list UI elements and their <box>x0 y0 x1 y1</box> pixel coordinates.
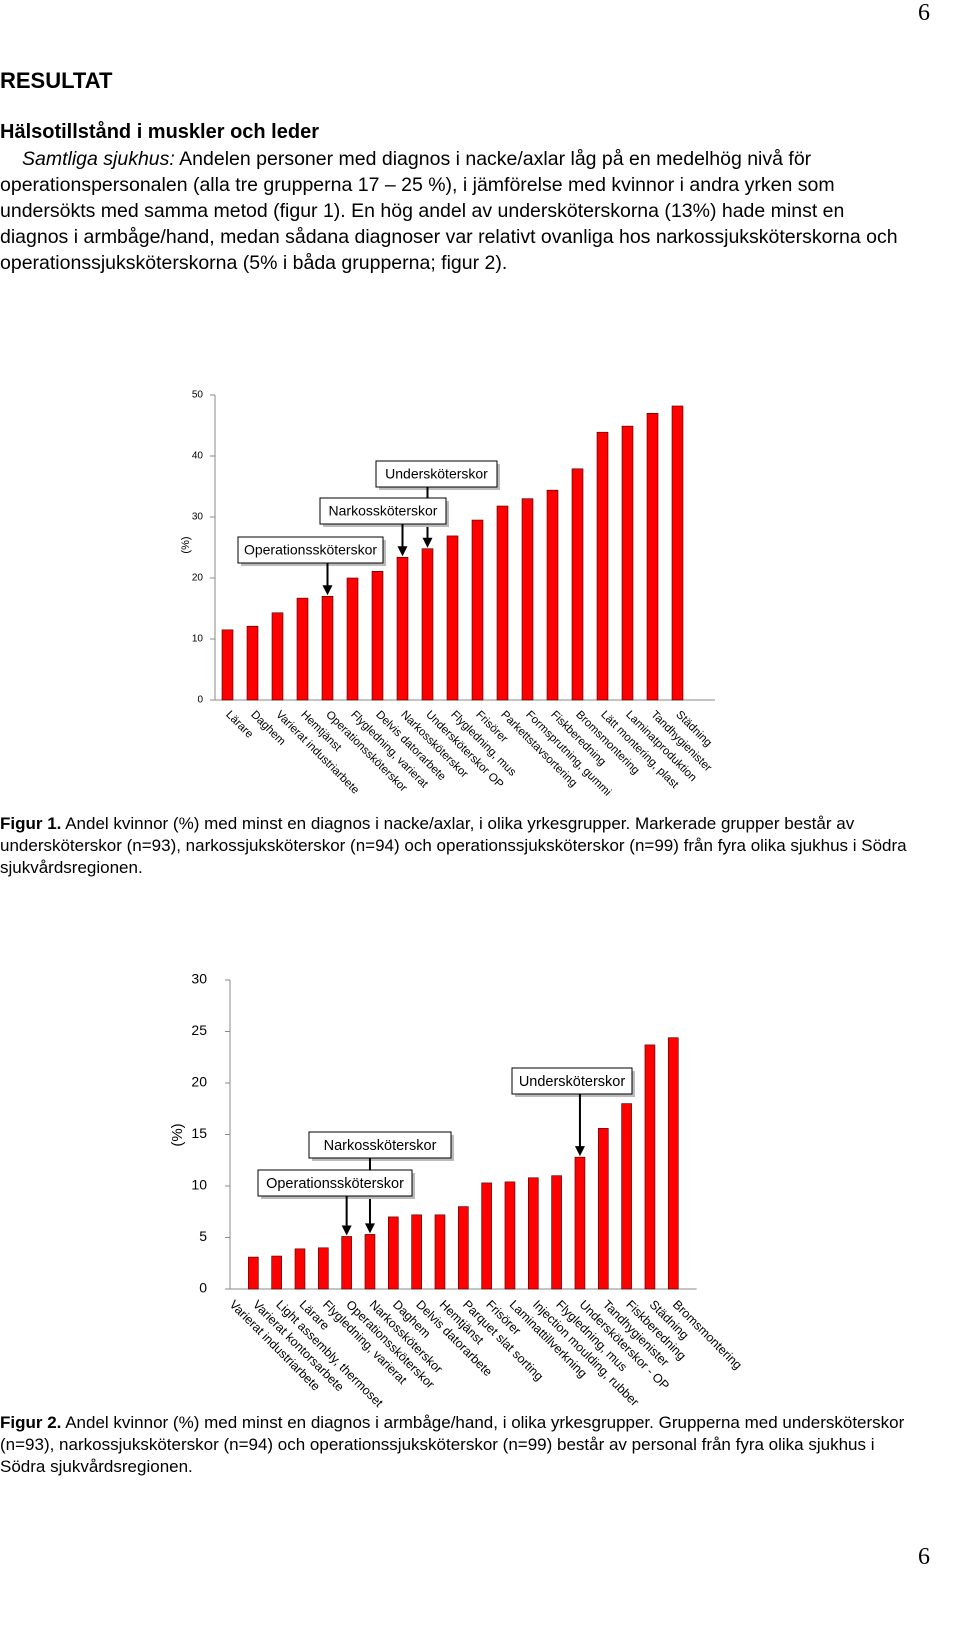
annotation-box <box>257 1169 413 1197</box>
y-tick-label: 0 <box>197 695 203 706</box>
bar <box>496 505 509 701</box>
bar <box>364 1234 376 1290</box>
bar <box>481 1182 492 1290</box>
bar <box>221 629 234 701</box>
y-tick-label: 30 <box>191 971 207 987</box>
y-tick-label: 10 <box>191 1177 207 1193</box>
bar <box>671 405 684 701</box>
bar <box>597 1128 609 1290</box>
bar <box>396 556 409 701</box>
bar <box>504 1181 516 1290</box>
bar <box>248 1256 259 1290</box>
y-tick-label: 25 <box>191 1022 207 1038</box>
x-tick-label: Lärare <box>223 709 255 741</box>
bar <box>371 570 384 701</box>
bar <box>621 425 634 701</box>
page-number: 6 <box>918 0 930 26</box>
arrow-head <box>341 1225 352 1236</box>
annotation-box <box>237 536 384 564</box>
bar <box>471 519 484 701</box>
bar <box>646 412 659 701</box>
subheading: Hälsotillstånd i muskler och leder <box>0 121 319 143</box>
caption-label: Figur 1. <box>0 814 62 833</box>
bar <box>457 1206 469 1290</box>
bar <box>621 1103 632 1290</box>
annotation: Operationssköterskor <box>266 1176 404 1192</box>
bar <box>271 612 284 701</box>
caption: Figur 1. Andel kvinnor (%) med minst en … <box>0 813 915 879</box>
caption-text: Andel kvinnor (%) med minst en diagnos i… <box>0 1413 905 1476</box>
annotation: Undersköterskor <box>519 1074 626 1090</box>
y-tick-label: 30 <box>192 512 204 523</box>
bar <box>296 597 309 701</box>
annotation: Narkossköterskor <box>329 503 438 519</box>
arrow-head <box>397 546 408 557</box>
paragraph: Samtliga sjukhus: Andelen personer med d… <box>0 146 915 276</box>
bar <box>446 535 459 701</box>
bar <box>411 1214 422 1290</box>
y-tick-label: 40 <box>192 451 204 462</box>
bar <box>294 1248 306 1290</box>
y-tick-label: 15 <box>191 1125 207 1141</box>
bar <box>341 1236 352 1290</box>
annotation: Operationssköterskor <box>244 542 377 558</box>
bar <box>421 548 434 701</box>
arrow-head <box>322 585 333 596</box>
annotation-box <box>375 460 498 488</box>
bar <box>596 431 609 701</box>
y-tick-label: 50 <box>192 390 204 401</box>
annotation-box <box>511 1067 633 1095</box>
annotation: Narkossköterskor <box>324 1138 437 1154</box>
arrow-head <box>364 1223 375 1234</box>
annotation: Undersköterskor <box>385 466 488 482</box>
bar <box>527 1177 539 1290</box>
bar <box>388 1216 399 1290</box>
bar <box>574 1156 586 1290</box>
annotation-box <box>319 497 447 525</box>
y-axis-label: (%) <box>169 1123 186 1146</box>
bar <box>321 595 334 701</box>
bar <box>571 468 584 701</box>
y-axis-label: (%) <box>180 536 192 553</box>
bar <box>551 1175 562 1290</box>
bar <box>644 1044 656 1290</box>
y-tick-label: 20 <box>191 1074 207 1090</box>
paragraph-text: Andelen personer med diagnos i nacke/axl… <box>0 148 898 274</box>
bar <box>434 1214 446 1290</box>
caption-text: Andel kvinnor (%) med minst en diagnos i… <box>0 814 907 877</box>
caption-label: Figur 2. <box>0 1413 62 1432</box>
arrow-head <box>574 1146 585 1157</box>
annotation-box <box>308 1131 452 1159</box>
bar <box>246 625 259 701</box>
bar <box>521 498 534 701</box>
lead: Samtliga sjukhus: <box>22 148 175 170</box>
bar <box>546 489 559 701</box>
y-tick-label: 0 <box>199 1280 207 1296</box>
bar <box>271 1255 282 1290</box>
caption: Figur 2. Andel kvinnor (%) med minst en … <box>0 1412 915 1478</box>
y-tick-label: 5 <box>199 1228 207 1244</box>
y-tick-label: 20 <box>192 573 204 584</box>
y-tick-label: 10 <box>192 634 204 645</box>
page-number: 6 <box>918 1544 930 1570</box>
bar <box>667 1037 679 1290</box>
heading: RESULTAT <box>0 68 113 93</box>
bar <box>318 1247 329 1290</box>
arrow-head <box>422 537 433 548</box>
bar <box>346 577 359 701</box>
